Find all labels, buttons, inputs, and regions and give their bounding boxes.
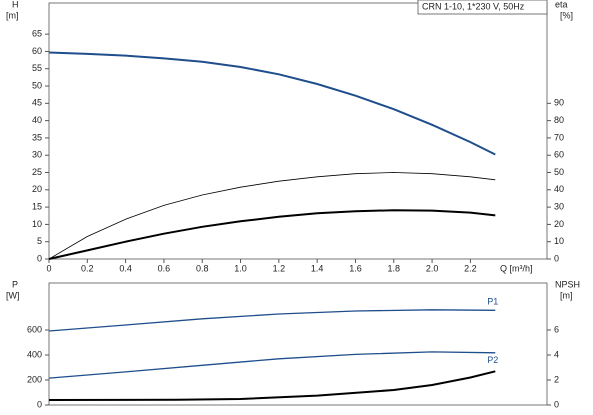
title-box <box>417 0 548 15</box>
x-tick-label: 0 <box>46 263 51 273</box>
y2-tick-label: 10 <box>554 236 564 246</box>
y-tick-label: 600 <box>27 324 42 334</box>
plot-frame <box>48 282 548 406</box>
y2-tick-label: 6 <box>554 324 559 334</box>
y-tick-label: 15 <box>32 201 42 211</box>
series-label: P2 <box>487 355 498 365</box>
y2-tick-label: 50 <box>554 167 564 177</box>
y-tick-label: 200 <box>27 374 42 384</box>
y-tick-label: 400 <box>27 349 42 359</box>
y2-axis-unit: [%] <box>560 10 573 20</box>
y-tick-label: 35 <box>32 132 42 142</box>
y-tick-label: 55 <box>32 63 42 73</box>
y2-tick-label: 80 <box>554 115 564 125</box>
x-tick-label: 0.6 <box>158 263 171 273</box>
y-tick-label: 25 <box>32 167 42 177</box>
curve <box>48 172 496 260</box>
y-tick-label: 0 <box>37 399 42 409</box>
curve <box>48 370 496 401</box>
curve <box>48 351 496 379</box>
y2-axis-unit: [m] <box>560 290 573 300</box>
x-tick-label: 2.0 <box>426 263 439 273</box>
x-tick-label: 1.0 <box>234 263 247 273</box>
y-axis-label: P <box>12 279 18 289</box>
y2-tick-label: 30 <box>554 201 564 211</box>
y-tick-label: 10 <box>32 219 42 229</box>
y-axis-unit: [m] <box>6 10 19 20</box>
y-tick-label: 65 <box>32 29 42 39</box>
y-tick-label: 20 <box>32 184 42 194</box>
y2-tick-label: 60 <box>554 150 564 160</box>
x-tick-label: 1.6 <box>349 263 362 273</box>
y-tick-label: 5 <box>37 236 42 246</box>
y2-axis-label: NPSH <box>555 279 580 289</box>
y2-tick-label: 0 <box>554 253 559 263</box>
y-axis-label: H <box>12 0 19 9</box>
x-axis-label: Q [m³/h] <box>500 263 533 273</box>
y-tick-label: 45 <box>32 98 42 108</box>
y-axis-unit: [W] <box>6 290 20 300</box>
y2-tick-label: 70 <box>554 132 564 142</box>
plot-frame <box>48 2 548 260</box>
x-tick-label: 1.4 <box>311 263 324 273</box>
y2-tick-label: 40 <box>554 184 564 194</box>
series-label: P1 <box>487 297 498 307</box>
curve <box>48 309 496 332</box>
x-tick-label: 2.2 <box>464 263 477 273</box>
y-tick-label: 50 <box>32 80 42 90</box>
y2-axis-label: eta <box>555 0 568 9</box>
curve <box>48 209 496 260</box>
y2-tick-label: 4 <box>554 349 559 359</box>
y-tick-label: 40 <box>32 115 42 125</box>
x-tick-label: 0.8 <box>196 263 209 273</box>
y2-tick-label: 0 <box>554 399 559 409</box>
x-tick-label: 0.4 <box>119 263 132 273</box>
y2-tick-label: 90 <box>554 98 564 108</box>
y-tick-label: 0 <box>37 253 42 263</box>
chart-title: CRN 1-10, 1*230 V, 50Hz <box>422 1 525 11</box>
x-tick-label: 1.8 <box>388 263 401 273</box>
y-tick-label: 60 <box>32 46 42 56</box>
x-tick-label: 1.2 <box>273 263 286 273</box>
x-tick-label: 0.2 <box>81 263 94 273</box>
y-tick-label: 30 <box>32 150 42 160</box>
y2-tick-label: 20 <box>554 219 564 229</box>
curve <box>48 51 496 156</box>
y2-tick-label: 2 <box>554 374 559 384</box>
